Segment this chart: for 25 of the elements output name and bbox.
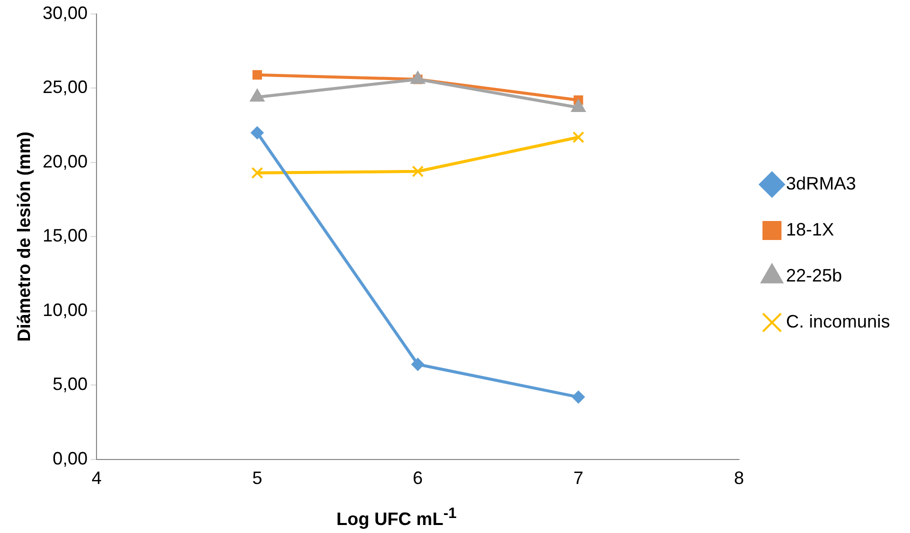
- x-tick-label: 6: [412, 468, 423, 488]
- point: [252, 70, 262, 80]
- y-tick-label: 10,00: [42, 300, 88, 320]
- x-tick-label: 8: [734, 468, 744, 488]
- point: [411, 358, 424, 371]
- legend-label: 18-1X: [786, 219, 834, 240]
- point: [412, 165, 424, 178]
- point: [572, 390, 585, 404]
- legend-label: C. incomunis: [786, 311, 890, 332]
- y-tick-label: 15,00: [42, 226, 88, 246]
- y-tick-label: 5,00: [52, 374, 88, 394]
- y-tick-label: 25,00: [42, 77, 88, 98]
- x-tick-label: 7: [573, 468, 584, 488]
- x-axis-title: Log UFC mL$^{-1}$: [335, 505, 458, 530]
- x-tick-label: 5: [252, 468, 262, 488]
- point: [250, 126, 264, 140]
- y-tick-label: 30,00: [42, 2, 88, 23]
- y-tick-label: 20,00: [42, 151, 88, 172]
- y-axis-title: Diámetro de lesión (mm): [14, 132, 34, 342]
- point: [251, 166, 264, 179]
- y-tick-label: 0,00: [52, 448, 88, 468]
- x-tick-label: 4: [92, 468, 102, 488]
- legend-label: 22-25b: [786, 265, 842, 286]
- legend-label: 3dRMA3: [786, 173, 856, 194]
- point: [572, 131, 584, 144]
